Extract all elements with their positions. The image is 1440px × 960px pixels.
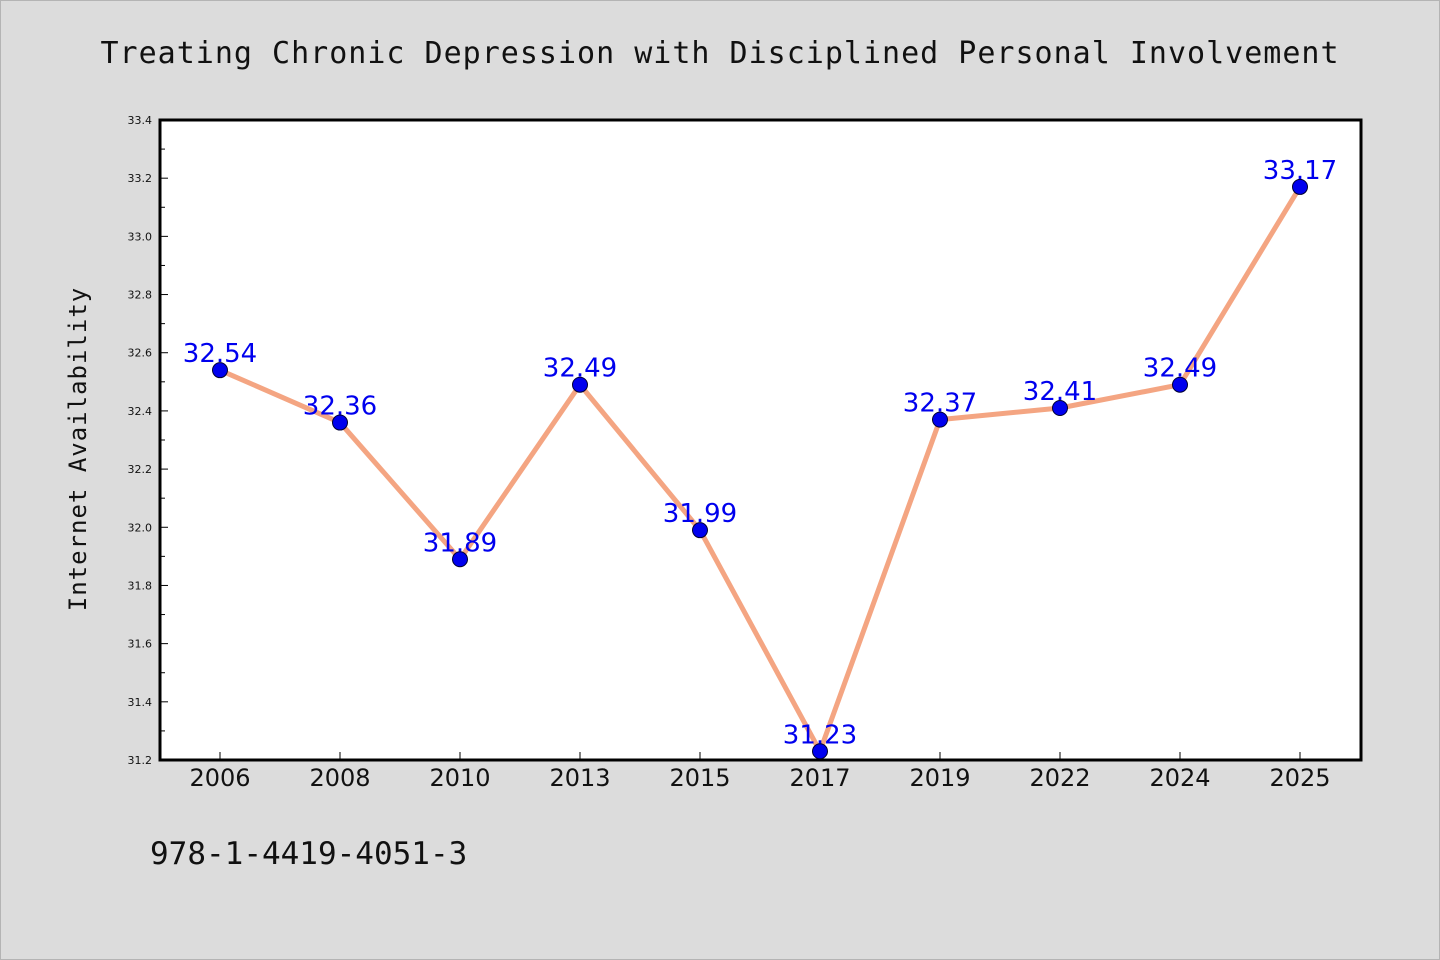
x-tick-label: 2013 xyxy=(549,764,610,792)
y-axis-label: Internet Availability xyxy=(64,287,92,611)
data-label: 31.89 xyxy=(423,528,497,558)
y-tick-label: 31.8 xyxy=(128,579,153,592)
x-tick-label: 2008 xyxy=(309,764,370,792)
y-tick-label: 32.6 xyxy=(128,347,153,360)
y-tick-label: 32.2 xyxy=(128,463,153,476)
data-point xyxy=(812,743,828,760)
data-point xyxy=(572,376,588,393)
data-point xyxy=(1172,376,1188,393)
x-tick-label: 2017 xyxy=(789,764,850,792)
data-label: 32.37 xyxy=(903,389,977,419)
data-label: 33.17 xyxy=(1263,156,1337,186)
x-tick-label: 2019 xyxy=(909,764,970,792)
x-tick-label: 2006 xyxy=(189,764,250,792)
data-label: 32.36 xyxy=(303,392,377,422)
chart-title: Treating Chronic Depression with Discipl… xyxy=(101,36,1340,71)
series-layer: 32.54 32.36 31.89 32.49 31.99 31.23 32.37 32.41… xyxy=(183,156,1337,760)
y-tick-label: 31.2 xyxy=(128,754,153,767)
data-point xyxy=(212,362,228,379)
y-tick-label: 32.0 xyxy=(128,521,153,534)
x-tick-label: 2025 xyxy=(1269,764,1330,792)
y-tick-label: 33.0 xyxy=(128,230,153,243)
x-tick-label: 2010 xyxy=(429,764,490,792)
y-tick-label: 33.2 xyxy=(128,172,153,185)
series-line xyxy=(219,185,1303,754)
x-tick-label: 2024 xyxy=(1149,764,1210,792)
y-tick-label: 31.6 xyxy=(128,638,153,651)
data-point xyxy=(932,411,948,428)
x-tick-label: 2022 xyxy=(1029,764,1090,792)
data-label: 32.41 xyxy=(1023,377,1097,407)
data-label: 32.49 xyxy=(1143,354,1217,384)
y-tick-label: 31.4 xyxy=(128,696,153,709)
data-label: 31.99 xyxy=(663,499,737,529)
plot-area xyxy=(158,118,1363,762)
isbn-text: 978-1-4419-4051-3 xyxy=(150,836,467,872)
data-point xyxy=(1292,178,1308,195)
data-label: 32.49 xyxy=(543,354,617,384)
data-point xyxy=(452,551,468,568)
x-tick-label: 2015 xyxy=(669,764,730,792)
x-axis: 2006 2008 2010 2013 2015 2017 2019 2022 2024 2025 xyxy=(189,752,1331,792)
data-point xyxy=(1052,400,1068,416)
y-tick-label: 32.8 xyxy=(128,289,153,302)
data-point xyxy=(692,522,708,539)
data-label: 31.23 xyxy=(783,720,857,750)
y-axis: 31.2 31.4 31.6 31.8 32.0 32.2 32.4 32.6 32.8 33.0… xyxy=(128,114,168,767)
data-label: 32.54 xyxy=(183,339,257,369)
y-tick-label: 32.4 xyxy=(128,405,153,418)
y-tick-label: 33.4 xyxy=(128,114,153,127)
data-point xyxy=(332,414,348,431)
